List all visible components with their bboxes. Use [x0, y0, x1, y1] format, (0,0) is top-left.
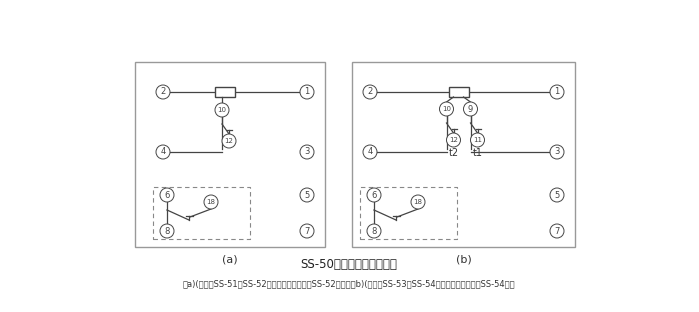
Circle shape: [300, 85, 314, 99]
Text: 5: 5: [304, 191, 310, 199]
Circle shape: [411, 195, 425, 209]
Circle shape: [156, 145, 170, 159]
Bar: [215, 87, 235, 97]
Text: 8: 8: [164, 227, 170, 236]
Circle shape: [300, 224, 314, 238]
Text: 10: 10: [442, 106, 451, 112]
Text: 18: 18: [206, 199, 215, 205]
Text: 10: 10: [217, 107, 226, 113]
Text: （a)(背视）SS-51、SS-52型，图中虚线部分仅SS-52型有；（b)(背视）SS-53、SS-54型，图中虚线部分仅SS-54型有: （a)(背视）SS-51、SS-52型，图中虚线部分仅SS-52型有；（b)(背…: [182, 280, 515, 289]
Text: t1: t1: [473, 148, 482, 158]
Text: SS-50系列背后端子接线图: SS-50系列背后端子接线图: [301, 259, 398, 271]
Circle shape: [160, 224, 174, 238]
Text: 3: 3: [304, 148, 310, 157]
Text: 5: 5: [554, 191, 560, 199]
Text: 12: 12: [224, 138, 233, 144]
Bar: [352, 62, 575, 247]
Circle shape: [363, 145, 377, 159]
Circle shape: [470, 133, 484, 147]
Bar: [135, 62, 325, 247]
Text: 8: 8: [371, 227, 377, 236]
Text: 2: 2: [160, 87, 166, 96]
Circle shape: [550, 188, 564, 202]
Circle shape: [447, 133, 461, 147]
Text: 2: 2: [368, 87, 373, 96]
Text: 9: 9: [468, 105, 473, 114]
Circle shape: [204, 195, 218, 209]
Circle shape: [550, 145, 564, 159]
Text: 1: 1: [304, 87, 310, 96]
Circle shape: [463, 102, 477, 116]
Circle shape: [367, 224, 381, 238]
Circle shape: [215, 103, 229, 117]
Circle shape: [300, 145, 314, 159]
Circle shape: [156, 85, 170, 99]
Text: (a): (a): [222, 254, 238, 264]
Text: t2: t2: [449, 148, 459, 158]
Circle shape: [160, 188, 174, 202]
Text: 7: 7: [304, 227, 310, 236]
Text: 4: 4: [368, 148, 373, 157]
Text: 7: 7: [554, 227, 560, 236]
Text: 12: 12: [449, 137, 458, 143]
Text: (b): (b): [456, 254, 471, 264]
Text: 3: 3: [554, 148, 560, 157]
Circle shape: [367, 188, 381, 202]
Text: 4: 4: [160, 148, 166, 157]
Circle shape: [550, 85, 564, 99]
Text: 6: 6: [164, 191, 170, 199]
Text: 11: 11: [473, 137, 482, 143]
Circle shape: [363, 85, 377, 99]
Circle shape: [300, 188, 314, 202]
Circle shape: [550, 224, 564, 238]
Text: 6: 6: [371, 191, 377, 199]
Text: 18: 18: [414, 199, 422, 205]
Bar: [449, 87, 468, 97]
Text: 1: 1: [554, 87, 560, 96]
Circle shape: [222, 134, 236, 148]
Circle shape: [440, 102, 454, 116]
